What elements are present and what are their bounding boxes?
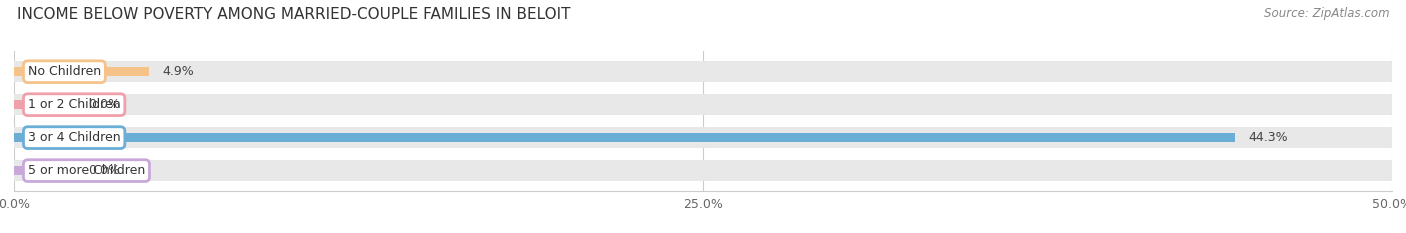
Text: 3 or 4 Children: 3 or 4 Children bbox=[28, 131, 121, 144]
Text: Source: ZipAtlas.com: Source: ZipAtlas.com bbox=[1264, 7, 1389, 20]
Text: 0.0%: 0.0% bbox=[89, 164, 121, 177]
Bar bbox=[14, 133, 1234, 142]
Bar bbox=[14, 94, 1392, 115]
Bar bbox=[14, 100, 75, 109]
Text: 0.0%: 0.0% bbox=[89, 98, 121, 111]
Bar bbox=[14, 160, 1392, 181]
Bar bbox=[14, 62, 1392, 82]
Text: 44.3%: 44.3% bbox=[1249, 131, 1288, 144]
Text: No Children: No Children bbox=[28, 65, 101, 78]
Text: INCOME BELOW POVERTY AMONG MARRIED-COUPLE FAMILIES IN BELOIT: INCOME BELOW POVERTY AMONG MARRIED-COUPL… bbox=[17, 7, 571, 22]
Text: 4.9%: 4.9% bbox=[163, 65, 194, 78]
Text: 1 or 2 Children: 1 or 2 Children bbox=[28, 98, 121, 111]
Text: 5 or more Children: 5 or more Children bbox=[28, 164, 145, 177]
Bar bbox=[14, 166, 75, 175]
Bar bbox=[14, 67, 149, 76]
Bar bbox=[14, 127, 1392, 148]
